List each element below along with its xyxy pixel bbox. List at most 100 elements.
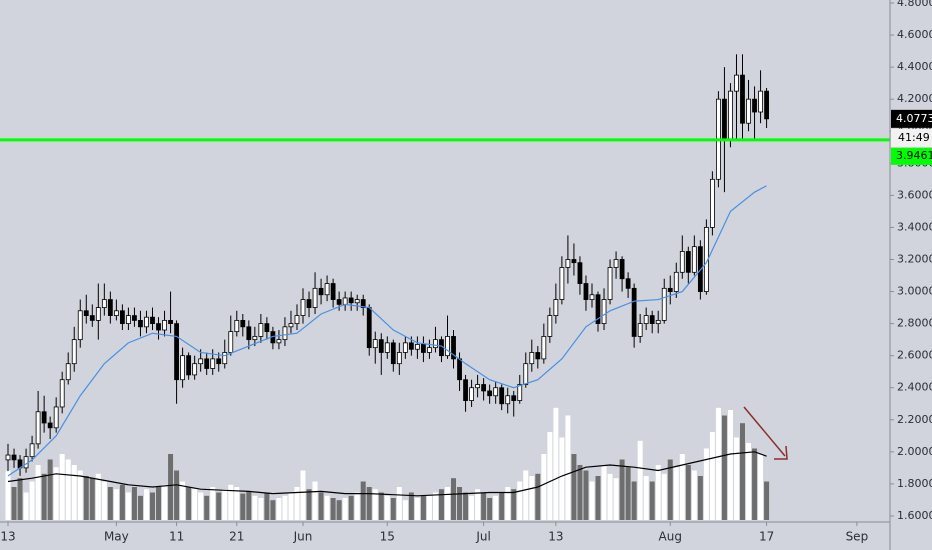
- volume-bar: [252, 495, 258, 520]
- x-tick-label: 17: [759, 530, 774, 544]
- candle-body: [390, 342, 396, 365]
- volume-bar: [372, 489, 378, 520]
- volume-bar: [192, 489, 198, 520]
- candle-body: [156, 323, 161, 331]
- candle-body: [601, 299, 607, 325]
- candle-body: [41, 411, 47, 424]
- volume-bar: [577, 465, 583, 520]
- candle-body: [511, 395, 517, 401]
- volume-bar: [354, 492, 360, 520]
- volume-bar: [402, 500, 408, 520]
- candle-body: [541, 336, 547, 360]
- volume-bar: [107, 487, 113, 520]
- volume-bar: [246, 491, 252, 520]
- candle-body: [402, 342, 408, 353]
- volume-bar: [523, 470, 529, 520]
- volume-bar: [673, 467, 679, 520]
- volume-bar: [282, 495, 288, 520]
- volume-bar: [35, 465, 41, 520]
- volume-bar: [451, 478, 457, 520]
- x-tick-label: Jul: [475, 530, 490, 544]
- candle-body: [475, 384, 481, 389]
- volume-bar: [119, 484, 125, 520]
- volume-bar: [758, 454, 764, 520]
- candle-body: [11, 454, 17, 461]
- volume-bar: [240, 493, 246, 520]
- candle-body: [168, 320, 173, 325]
- volume-bar: [583, 470, 589, 520]
- volume-bar: [529, 476, 535, 520]
- candle-body: [324, 283, 330, 296]
- candle-body: [607, 267, 613, 300]
- last-price-box: [891, 109, 932, 128]
- volume-bar: [318, 492, 324, 520]
- candle-body: [216, 358, 222, 365]
- volume-bar: [47, 459, 53, 520]
- candle-body: [637, 323, 643, 337]
- volume-bar: [180, 481, 186, 520]
- candle-body: [107, 299, 113, 316]
- volume-bar: [306, 489, 312, 520]
- volume-bar: [113, 489, 119, 520]
- candle-body: [433, 339, 438, 349]
- candle-body: [186, 355, 192, 376]
- level-label: 3.9461: [896, 149, 932, 162]
- x-tick-label: 13: [0, 530, 15, 544]
- volume-bar: [384, 495, 390, 520]
- volume-bar: [589, 481, 595, 520]
- volume-bar: [186, 487, 192, 520]
- volume-bar: [294, 487, 300, 520]
- candle-body: [619, 259, 625, 280]
- volume-bar: [715, 407, 721, 520]
- candle-body: [378, 339, 384, 353]
- candle-body: [234, 320, 240, 333]
- volume-bar: [739, 423, 745, 520]
- candle-body: [258, 323, 264, 337]
- volume-bar: [619, 459, 625, 520]
- candle-body: [77, 310, 83, 341]
- candle-body: [559, 267, 565, 300]
- candle-body: [685, 251, 691, 273]
- volume-bar: [300, 470, 306, 520]
- y-tick-label: 4.4000: [897, 60, 932, 73]
- volume-bar: [643, 476, 649, 520]
- volume-bar: [475, 489, 481, 520]
- volume-bar: [234, 487, 240, 520]
- candle-body: [517, 384, 523, 401]
- volume-bar: [11, 487, 17, 520]
- candle-body: [366, 307, 372, 349]
- volume-bar: [204, 495, 210, 520]
- volume-bar: [222, 489, 228, 520]
- candle-body: [722, 98, 727, 140]
- candle-body: [499, 387, 505, 405]
- y-tick-label: 1.6000: [897, 509, 932, 522]
- y-tick-label: 4.2000: [897, 92, 932, 105]
- candle-body: [65, 363, 71, 381]
- candle-body: [294, 315, 300, 325]
- candle-body: [661, 287, 667, 321]
- volume-bar: [330, 498, 336, 520]
- y-tick-label: 2.0000: [897, 445, 932, 458]
- candle-body: [59, 379, 65, 408]
- volume-bar: [511, 489, 517, 520]
- volume-bar: [426, 495, 432, 520]
- volume-bar: [131, 487, 137, 520]
- candle-body: [421, 344, 426, 353]
- y-tick-label: 2.6000: [897, 349, 932, 362]
- candle-body: [144, 316, 149, 328]
- volume-bar: [312, 481, 318, 520]
- candle-body: [649, 315, 655, 325]
- candle-body: [487, 390, 493, 397]
- candle-body: [336, 299, 342, 305]
- x-tick-label: 13: [548, 530, 563, 544]
- candle-body: [95, 307, 101, 321]
- volume-bar: [685, 465, 691, 520]
- candle-body: [589, 294, 595, 300]
- candle-body: [264, 323, 270, 333]
- volume-bar: [143, 489, 149, 520]
- candle-body: [679, 251, 685, 273]
- volume-bar: [559, 437, 565, 520]
